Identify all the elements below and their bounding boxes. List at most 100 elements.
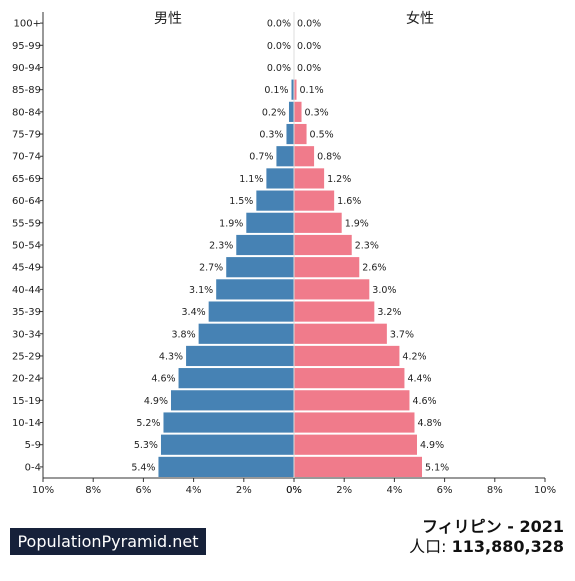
data-label-female: 0.0% [297, 41, 321, 52]
data-label-male: 0.0% [267, 19, 291, 30]
age-group-label: 15-19 [12, 396, 41, 407]
data-label-male: 3.4% [182, 307, 206, 318]
bar-male [246, 212, 294, 233]
data-label-male: 5.4% [131, 462, 155, 473]
age-group-label: 90-94 [12, 63, 41, 74]
bar-male [226, 257, 294, 278]
data-label-male: 4.9% [144, 396, 168, 407]
bar-female [294, 279, 370, 300]
bar-female [294, 390, 410, 411]
bar-male [208, 301, 294, 322]
bar-female [294, 456, 423, 477]
age-group-label: 60-64 [12, 196, 41, 207]
data-label-female: 0.1% [300, 85, 324, 96]
data-label-female: 0.8% [317, 152, 341, 163]
age-group-label: 5-9 [25, 440, 41, 451]
age-group-label: 35-39 [12, 307, 41, 318]
age-group-label: 20-24 [12, 374, 41, 385]
data-label-female: 3.7% [390, 329, 414, 340]
bar-male [236, 234, 294, 256]
population-value: 113,880,328 [451, 537, 564, 556]
data-label-female: 0.3% [305, 107, 329, 118]
series-title-male: 男性 [154, 11, 182, 27]
data-label-female: 1.6% [337, 196, 361, 207]
data-label-female: 3.0% [372, 285, 396, 296]
age-group-label: 100+ [14, 19, 41, 30]
x-tick-label-left: 0% [286, 485, 302, 496]
bar-male [163, 412, 294, 433]
data-label-female: 4.4% [407, 374, 431, 385]
data-label-male: 0.0% [267, 63, 291, 74]
data-label-male: 3.1% [189, 285, 213, 296]
bar-male [158, 456, 294, 477]
population-total: 人口: 113,880,328 [409, 533, 564, 557]
bar-male [286, 123, 294, 145]
age-group-label: 75-79 [12, 130, 41, 141]
x-tick-label-right: 4% [386, 485, 402, 496]
data-label-female: 4.8% [417, 418, 441, 429]
data-label-male: 1.9% [219, 218, 243, 229]
bar-female [294, 301, 375, 322]
bar-female [294, 123, 307, 145]
age-group-label: 50-54 [12, 241, 41, 252]
data-label-male: 3.8% [171, 329, 195, 340]
bar-male [216, 279, 294, 300]
data-label-female: 0.0% [297, 63, 321, 74]
data-label-male: 4.6% [151, 374, 175, 385]
data-label-female: 0.5% [310, 130, 334, 141]
age-group-label: 55-59 [12, 218, 41, 229]
x-tick-label-right: 10% [534, 485, 556, 496]
data-label-male: 1.5% [229, 196, 253, 207]
series-title-female: 女性 [406, 10, 434, 27]
bar-female [294, 79, 297, 100]
age-group-label: 70-74 [12, 152, 41, 163]
bar-female [294, 234, 352, 256]
x-tick-label-left: 4% [186, 485, 202, 496]
age-group-label: 10-14 [12, 418, 41, 429]
country-year-title: フィリピン - 2021 [422, 517, 564, 536]
bar-female [294, 345, 400, 367]
bar-male [276, 146, 294, 167]
brand-badge[interactable]: PopulationPyramid.net [10, 528, 206, 555]
age-group-label: 65-69 [12, 174, 41, 185]
bar-male [291, 79, 294, 100]
bar-female [294, 168, 325, 189]
data-label-male: 1.1% [239, 174, 263, 185]
x-tick-label-right: 2% [336, 485, 352, 496]
x-tick-label-left: 8% [85, 485, 101, 496]
data-label-female: 2.6% [362, 263, 386, 274]
data-label-female: 4.2% [402, 351, 426, 362]
data-label-male: 0.0% [267, 41, 291, 52]
x-tick-label-left: 10% [32, 485, 54, 496]
data-label-female: 0.0% [297, 19, 321, 30]
bar-male [256, 190, 294, 211]
x-tick-label-left: 2% [236, 485, 252, 496]
bar-male [178, 368, 294, 389]
bar-female [294, 190, 335, 211]
bar-male [160, 434, 294, 455]
age-group-label: 25-29 [12, 351, 41, 362]
bar-female [294, 368, 405, 389]
data-label-female: 2.3% [355, 241, 379, 252]
data-label-female: 1.9% [345, 218, 369, 229]
bar-female [294, 101, 302, 122]
data-label-female: 1.2% [327, 174, 351, 185]
data-label-male: 2.3% [209, 241, 233, 252]
age-group-label: 80-84 [12, 107, 41, 118]
age-group-label: 0-4 [25, 462, 41, 473]
data-label-male: 0.1% [264, 85, 288, 96]
bar-male [198, 323, 294, 344]
data-label-male: 0.7% [249, 152, 273, 163]
x-tick-label-left: 6% [135, 485, 151, 496]
data-label-female: 4.9% [420, 440, 444, 451]
bar-male [266, 168, 294, 189]
bar-male [171, 390, 294, 411]
data-label-male: 5.2% [136, 418, 160, 429]
bar-female [294, 434, 417, 455]
x-tick-label-right: 6% [437, 485, 453, 496]
data-label-male: 0.2% [262, 107, 286, 118]
bar-female [294, 257, 360, 278]
data-label-male: 0.3% [259, 130, 283, 141]
age-group-label: 95-99 [12, 41, 41, 52]
population-label: 人口: [409, 537, 452, 556]
